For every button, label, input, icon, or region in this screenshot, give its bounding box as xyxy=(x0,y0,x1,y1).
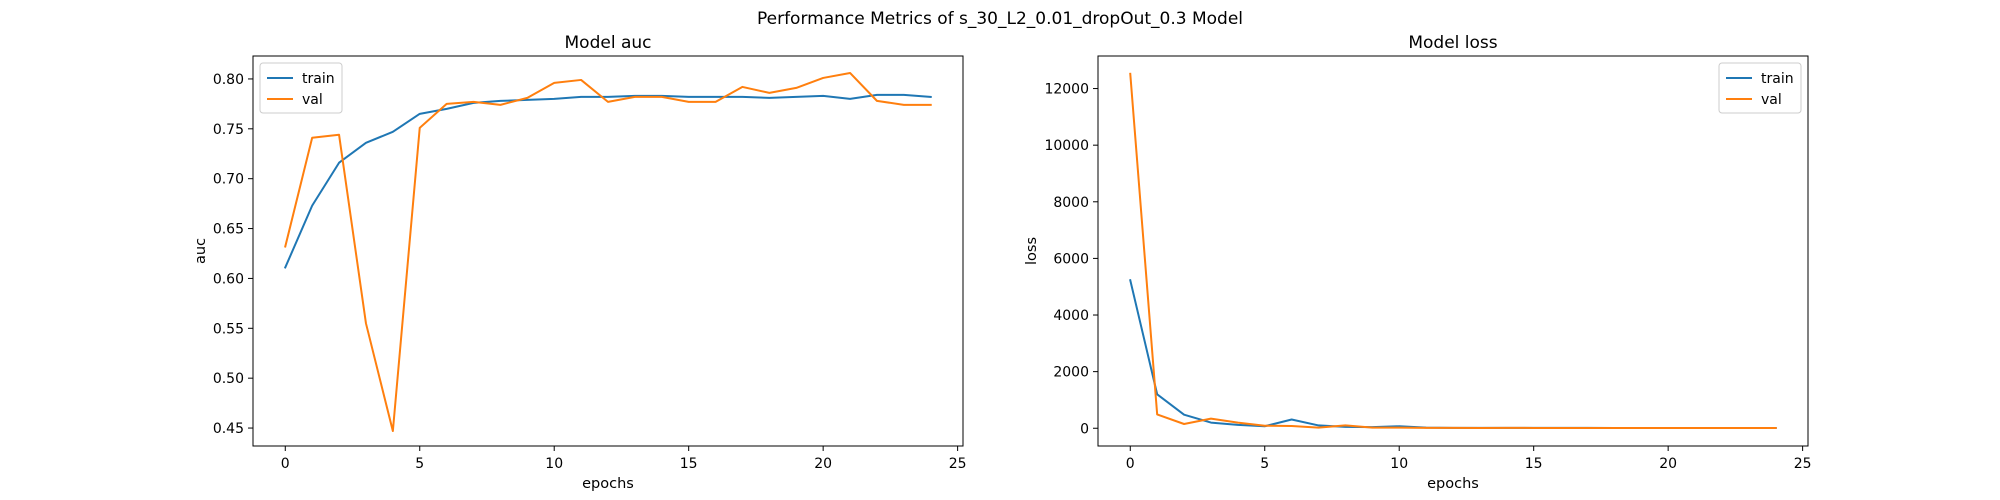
auc-y-tick-label: 0.45 xyxy=(213,421,244,437)
auc-legend: train val xyxy=(259,62,343,114)
loss-x-axis-label: epochs xyxy=(1427,476,1479,492)
auc-train-line xyxy=(283,93,932,269)
auc-y-tick-label: 0.70 xyxy=(213,172,244,188)
loss-x-tick-label: 25 xyxy=(1794,456,1812,472)
loss-x-tick-label: 20 xyxy=(1659,456,1677,472)
loss-x-tick-label: 10 xyxy=(1390,456,1408,472)
loss-chart: 0 5 10 15 20 25 0 2000 4000 6000 8000 10000 12000 Mod… xyxy=(1024,33,1812,492)
loss-axes-frame xyxy=(1097,55,1809,447)
loss-train-line xyxy=(1129,278,1777,429)
loss-legend-label-train: train xyxy=(1761,71,1794,87)
auc-axes-frame xyxy=(252,55,964,447)
auc-y-tick-label: 0.65 xyxy=(213,222,244,238)
figure-title: Performance Metrics of s_30_L2_0.01_drop… xyxy=(757,9,1243,29)
loss-y-tick-label: 4000 xyxy=(1053,308,1089,324)
loss-val-line xyxy=(1129,72,1777,429)
loss-legend: train val xyxy=(1718,62,1802,114)
auc-x-tick-label: 15 xyxy=(680,456,698,472)
auc-y-axis-label: auc xyxy=(193,238,209,264)
loss-x-tick-label: 0 xyxy=(1126,456,1135,472)
auc-x-tick-label: 20 xyxy=(814,456,832,472)
auc-legend-box xyxy=(259,62,343,114)
loss-legend-label-val: val xyxy=(1761,92,1782,108)
loss-y-tick-label: 6000 xyxy=(1053,251,1089,267)
auc-y-tick-label: 0.50 xyxy=(213,371,244,387)
loss-x-tick-label: 5 xyxy=(1260,456,1269,472)
loss-legend-box xyxy=(1718,62,1802,114)
loss-y-tick-label: 2000 xyxy=(1053,365,1089,381)
loss-y-tick-label: 10000 xyxy=(1044,138,1089,154)
loss-y-tick-label: 0 xyxy=(1080,421,1089,437)
loss-y-tick-label: 8000 xyxy=(1053,195,1089,211)
auc-y-tick-label: 0.80 xyxy=(213,72,244,88)
auc-x-tick-label: 5 xyxy=(415,456,424,472)
auc-val-line xyxy=(284,71,932,433)
auc-y-tick-label: 0.55 xyxy=(213,321,244,337)
auc-y-tick-label: 0.75 xyxy=(213,122,244,138)
auc-y-tick-label: 0.60 xyxy=(213,271,244,287)
loss-y-tick-label: 12000 xyxy=(1044,82,1089,98)
auc-x-tick-label: 0 xyxy=(281,456,290,472)
auc-chart: 0 5 10 15 20 25 0.45 0.50 0.55 0.60 0.65 0.70 0.75 0.… xyxy=(193,33,967,492)
loss-y-axis-label: loss xyxy=(1024,237,1040,265)
auc-chart-title: Model auc xyxy=(565,33,652,53)
loss-chart-title: Model loss xyxy=(1408,33,1497,53)
auc-legend-label-train: train xyxy=(302,71,335,87)
auc-x-axis-label: epochs xyxy=(582,476,634,492)
loss-x-tick-label: 15 xyxy=(1525,456,1543,472)
auc-x-tick-label: 10 xyxy=(545,456,563,472)
auc-legend-label-val: val xyxy=(302,92,323,108)
auc-x-tick-label: 25 xyxy=(949,456,967,472)
